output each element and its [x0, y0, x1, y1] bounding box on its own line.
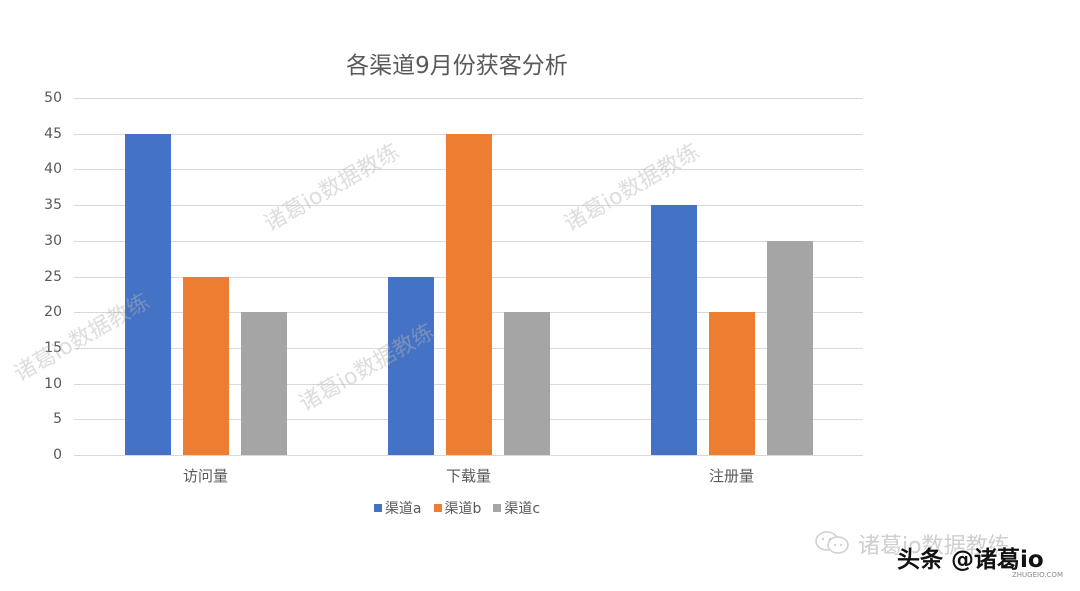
gridline: [74, 98, 863, 99]
footer-watermark: 诸葛io数据教练: [858, 534, 1010, 559]
bar-渠道a-访问量: [124, 133, 171, 455]
legend-swatch-icon: [433, 504, 442, 512]
y-tick-label: 20: [44, 304, 62, 321]
y-tick-label: 45: [44, 125, 62, 142]
legend-item: 渠道b: [433, 498, 482, 518]
bar-渠道a-下载量: [387, 276, 434, 455]
legend-item: 渠道a: [373, 498, 422, 518]
footer-brand-sub: ZHUGEIO.COM: [1012, 571, 1063, 579]
chart-title: 各渠道9月份获客分析: [346, 53, 568, 79]
legend-label: 渠道c: [504, 501, 541, 517]
wechat-icon: [815, 531, 849, 554]
y-tick-label: 35: [44, 197, 62, 214]
legend-label: 渠道b: [444, 501, 482, 517]
bar-渠道c-下载量: [503, 312, 550, 455]
y-tick-label: 30: [44, 232, 62, 249]
x-tick-label: 访问量: [182, 467, 229, 485]
gridline: [74, 455, 863, 456]
y-tick-label: 50: [44, 90, 62, 106]
x-tick-label: 注册量: [708, 467, 755, 485]
footer-brand: 头条 @诸葛io: [897, 547, 1044, 573]
legend-swatch-icon: [493, 504, 502, 512]
bar-渠道b-下载量: [445, 133, 492, 455]
legend-swatch-icon: [373, 504, 382, 512]
bar-渠道c-注册量: [766, 240, 813, 455]
bar-渠道c-访问量: [240, 312, 287, 455]
y-tick-label: 25: [44, 268, 62, 285]
y-tick-label: 10: [44, 375, 62, 392]
y-tick-label: 40: [44, 161, 62, 178]
bar-渠道b-访问量: [182, 276, 229, 455]
legend-item: 渠道c: [493, 498, 540, 518]
x-tick-label: 下载量: [445, 467, 492, 485]
plot-area: [74, 98, 863, 456]
y-tick-label: 0: [53, 447, 62, 463]
y-tick-label: 15: [44, 339, 62, 356]
bar-渠道a-注册量: [650, 205, 697, 455]
bar-渠道b-注册量: [708, 312, 755, 455]
legend-label: 渠道a: [384, 501, 422, 517]
y-tick-label: 5: [53, 411, 62, 428]
legend: 渠道a 渠道b 渠道c: [0, 498, 914, 518]
